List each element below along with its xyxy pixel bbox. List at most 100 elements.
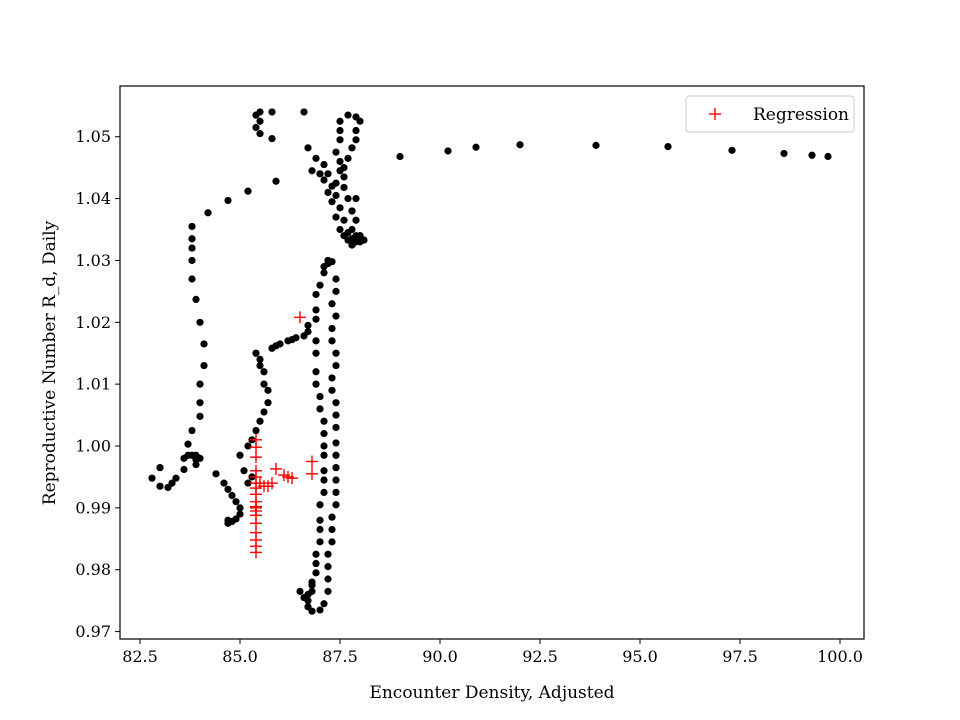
data-point xyxy=(328,337,336,345)
y-axis-label: Reproductive Number R_d, Daily xyxy=(40,220,60,505)
data-point xyxy=(320,160,328,169)
data-point xyxy=(260,408,268,416)
data-point xyxy=(228,491,236,500)
regression-point xyxy=(270,462,282,475)
data-point xyxy=(304,144,312,152)
data-point xyxy=(332,148,340,156)
data-point xyxy=(340,173,348,181)
data-point xyxy=(332,361,340,370)
x-tick-label: 82.5 xyxy=(122,647,158,666)
data-point xyxy=(244,442,252,450)
data-point xyxy=(332,191,340,200)
data-point xyxy=(352,194,360,203)
data-point xyxy=(312,380,320,388)
legend-box xyxy=(685,95,855,133)
data-point xyxy=(320,488,328,496)
data-point xyxy=(324,170,332,178)
data-point xyxy=(332,464,340,472)
data-point xyxy=(328,182,336,190)
data-point xyxy=(316,525,324,534)
data-point xyxy=(336,204,344,212)
y-tick-label: 1.00 xyxy=(75,437,111,456)
y-tick-label: 0.98 xyxy=(75,560,111,579)
data-point xyxy=(352,136,360,144)
plot-marks xyxy=(148,108,832,615)
y-tick-label: 0.99 xyxy=(75,498,111,517)
data-point xyxy=(300,108,308,116)
data-point xyxy=(328,374,336,382)
data-point xyxy=(320,417,328,425)
data-point xyxy=(224,196,232,205)
data-point xyxy=(308,578,316,586)
data-point xyxy=(188,244,196,252)
y-tick-label: 1.01 xyxy=(75,375,111,394)
data-point xyxy=(332,399,340,407)
data-point xyxy=(168,479,176,487)
data-point xyxy=(312,290,320,299)
data-point xyxy=(252,123,260,132)
data-point xyxy=(312,315,320,323)
y-tick-label: 1.04 xyxy=(75,189,111,208)
data-point xyxy=(516,141,524,149)
data-point xyxy=(336,117,344,125)
data-point xyxy=(344,111,352,119)
data-point xyxy=(332,312,340,320)
legend-marker-regression xyxy=(709,108,721,120)
data-point xyxy=(196,399,204,407)
data-point xyxy=(328,198,336,206)
data-point xyxy=(344,154,352,162)
data-point xyxy=(212,470,220,478)
data-point xyxy=(324,563,332,571)
data-point xyxy=(320,176,328,184)
data-point xyxy=(172,474,180,482)
data-point xyxy=(316,392,324,401)
data-point xyxy=(344,194,352,203)
data-point xyxy=(308,587,316,595)
data-point xyxy=(188,222,196,231)
data-point xyxy=(312,368,320,376)
data-point xyxy=(312,569,320,577)
data-point xyxy=(328,538,336,546)
data-point xyxy=(316,170,324,178)
data-point xyxy=(304,597,312,605)
y-tick-label: 1.03 xyxy=(75,251,111,270)
data-point xyxy=(312,349,320,357)
legend: Regression xyxy=(685,95,855,133)
x-axis-label: Encounter Density, Adjusted xyxy=(369,683,614,703)
data-point xyxy=(188,235,196,243)
data-point xyxy=(320,430,328,438)
data-point xyxy=(332,423,340,432)
data-point xyxy=(348,225,356,234)
data-point xyxy=(256,355,264,364)
data-point xyxy=(256,117,264,125)
data-point xyxy=(308,167,316,175)
regression-point xyxy=(294,311,306,324)
data-point xyxy=(312,337,320,345)
data-point xyxy=(328,300,336,308)
data-point xyxy=(196,454,204,462)
data-point xyxy=(332,275,340,283)
x-tick-label: 92.5 xyxy=(522,647,558,666)
x-tick-label: 100.0 xyxy=(817,647,863,666)
data-point xyxy=(356,117,364,125)
data-point xyxy=(240,467,248,475)
data-point xyxy=(320,476,328,484)
data-point xyxy=(244,187,252,195)
y-axis: 0.97 0.98 0.99 1.00 1.01 1.02 1.03 1.04 1.05 xyxy=(75,127,120,641)
data-point xyxy=(348,241,356,249)
data-point xyxy=(260,368,268,376)
data-point xyxy=(268,134,276,143)
data-point xyxy=(336,157,344,166)
data-point xyxy=(332,451,340,459)
data-point xyxy=(320,467,328,475)
data-point xyxy=(332,439,340,447)
data-point xyxy=(352,126,360,135)
data-point xyxy=(332,501,340,509)
data-point xyxy=(312,550,320,558)
data-point xyxy=(256,108,264,116)
data-point xyxy=(320,600,328,608)
data-point xyxy=(324,188,332,196)
data-point xyxy=(196,412,204,420)
data-point xyxy=(188,426,196,435)
